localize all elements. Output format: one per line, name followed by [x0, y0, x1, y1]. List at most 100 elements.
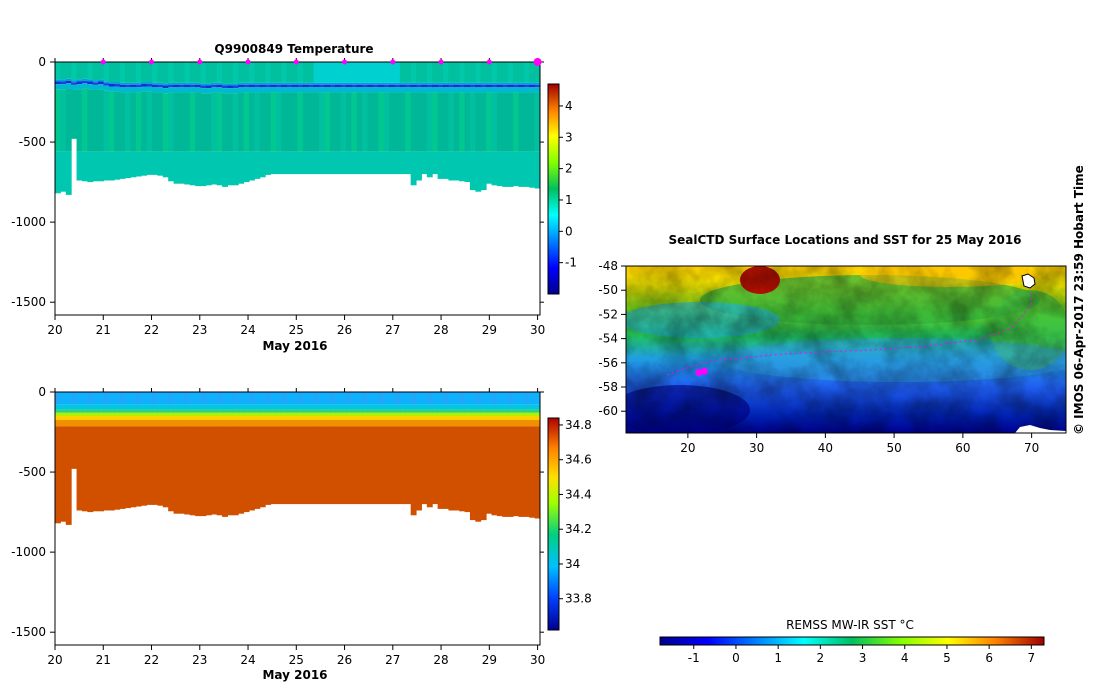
- heatmap-cell: [98, 89, 104, 152]
- heatmap-cell: [265, 416, 272, 421]
- heatmap-cell: [367, 409, 374, 413]
- heatmap-cell: [216, 420, 223, 427]
- heatmap-cell: [529, 84, 536, 88]
- colorbar-tick-label: 2: [565, 162, 573, 176]
- heatmap-cell: [205, 62, 212, 84]
- heatmap-cell: [178, 392, 185, 405]
- x-tick-label: 28: [433, 653, 448, 667]
- heatmap-cell: [464, 409, 471, 413]
- x-tick-label: 30: [530, 323, 545, 337]
- heatmap-cell: [302, 426, 309, 505]
- heatmap-cell: [362, 416, 369, 421]
- heatmap-cell: [410, 151, 417, 186]
- heatmap-cell: [65, 80, 72, 84]
- heatmap-cell: [383, 416, 390, 421]
- heatmap-cell: [81, 78, 88, 81]
- heatmap-cell: [119, 82, 126, 85]
- heatmap-cell: [71, 416, 78, 421]
- heatmap-cell: [480, 92, 487, 152]
- heatmap-cell: [335, 412, 342, 417]
- heatmap-cell: [238, 404, 245, 410]
- heatmap-cell: [92, 426, 99, 512]
- heatmap-cell: [98, 416, 104, 421]
- heatmap-cell: [103, 404, 110, 410]
- heatmap-cell: [152, 62, 158, 83]
- heatmap-cell: [507, 420, 514, 427]
- heatmap-cell: [227, 392, 234, 405]
- heatmap-cell: [329, 82, 336, 85]
- heatmap-cell: [87, 151, 94, 183]
- heatmap-cell: [184, 416, 191, 421]
- heatmap-cell: [486, 87, 492, 93]
- heatmap-cell: [238, 392, 245, 405]
- heatmap-cell: [351, 426, 358, 505]
- heatmap-cell: [184, 420, 191, 427]
- heatmap-cell: [281, 409, 288, 413]
- heatmap-cell: [443, 426, 449, 509]
- heatmap-cell: [281, 420, 288, 427]
- heatmap-cell: [475, 82, 482, 85]
- heatmap-cell: [372, 412, 379, 417]
- heatmap-cell: [135, 82, 142, 85]
- heatmap-cell: [157, 392, 164, 405]
- heatmap-cell: [146, 409, 153, 413]
- heatmap-cell: [76, 62, 83, 80]
- heatmap-cell: [189, 392, 196, 405]
- heatmap-cell: [329, 62, 336, 83]
- heatmap-cell: [125, 426, 131, 509]
- heatmap-cell: [141, 82, 148, 84]
- heatmap-cell: [87, 416, 94, 421]
- heatmap-cell: [491, 62, 498, 83]
- heatmap-cell: [103, 412, 110, 417]
- heatmap-cell: [421, 392, 428, 405]
- profile-marker: [486, 59, 492, 65]
- heatmap-cell: [496, 151, 503, 187]
- heatmap-cell: [346, 426, 352, 505]
- colorbar-tick-label: 0: [732, 651, 740, 665]
- y-tick-label: 0: [38, 55, 46, 69]
- heatmap-cell: [421, 420, 428, 427]
- heatmap-cell: [152, 409, 158, 413]
- heatmap-cell: [335, 420, 342, 427]
- heatmap-cell: [459, 392, 466, 405]
- y-tick-label: -1500: [11, 625, 46, 639]
- heatmap-cell: [259, 412, 266, 417]
- heatmap-cell: [313, 84, 320, 88]
- heatmap-cell: [168, 62, 175, 83]
- heatmap-cell: [81, 151, 88, 182]
- heatmap-cell: [378, 420, 385, 427]
- heatmap-cell: [195, 87, 201, 93]
- heatmap-cell: [448, 151, 455, 181]
- heatmap-cell: [426, 87, 433, 93]
- heatmap-cell: [518, 409, 525, 413]
- heatmap-cell: [71, 412, 78, 417]
- heatmap-cell: [378, 151, 385, 175]
- heatmap-cell: [432, 409, 439, 413]
- heatmap-cell: [275, 409, 282, 413]
- heatmap-cell: [270, 92, 277, 152]
- heatmap-cell: [168, 420, 175, 427]
- heatmap-cell: [200, 88, 207, 94]
- heatmap-cell: [211, 416, 218, 421]
- heatmap-cell: [286, 151, 293, 175]
- heatmap-cell: [426, 92, 433, 152]
- heatmap-cell: [448, 87, 455, 93]
- heatmap-cell: [108, 91, 115, 152]
- heatmap-cell: [324, 404, 331, 410]
- heatmap-cell: [200, 420, 207, 427]
- heatmap-cell: [437, 412, 444, 417]
- heatmap-cell: [523, 82, 530, 85]
- heatmap-cell: [313, 392, 320, 405]
- heatmap-cell: [76, 89, 83, 152]
- heatmap-cell: [275, 151, 282, 175]
- heatmap-cell: [249, 92, 255, 152]
- heatmap-cell: [399, 416, 406, 421]
- heatmap-cell: [141, 426, 148, 506]
- heatmap-cell: [529, 416, 536, 421]
- heatmap-cell: [426, 392, 433, 405]
- heatmap-cell: [502, 62, 509, 83]
- heatmap-cell: [405, 404, 412, 410]
- heatmap-cell: [125, 92, 131, 152]
- heatmap-cell: [162, 85, 169, 89]
- heatmap-cell: [324, 87, 331, 93]
